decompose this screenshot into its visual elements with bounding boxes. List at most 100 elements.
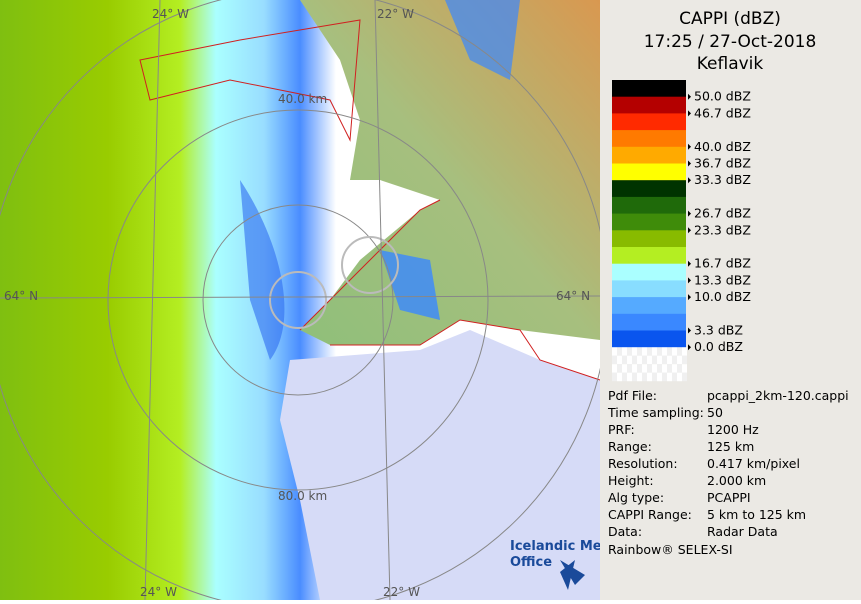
info-label: PRF: [608, 422, 635, 437]
legend-swatch [612, 280, 686, 298]
legend-swatch [622, 364, 627, 373]
legend-tick [688, 160, 691, 167]
legend-tick [688, 344, 691, 351]
legend-label: 50.0 dBZ [694, 89, 751, 104]
legend-swatch [622, 355, 627, 365]
ring-label: 40.0 km [278, 92, 327, 106]
legend-swatch [667, 347, 672, 356]
legend-swatch [617, 347, 622, 356]
legend-swatch [612, 355, 617, 365]
lon-label: 24° W [140, 585, 177, 599]
range-ring [202, 204, 394, 396]
legend-swatch [657, 372, 662, 382]
legend-label: 10.0 dBZ [694, 289, 751, 304]
legend-swatch [652, 355, 657, 365]
legend-swatch [627, 347, 632, 356]
info-value: 125 km [707, 439, 754, 454]
legend-swatch [612, 372, 617, 382]
legend-tick [688, 110, 691, 117]
legend-tick [688, 260, 691, 267]
info-label: Height: [608, 473, 654, 488]
legend-tick [688, 177, 691, 184]
legend-label: 33.3 dBZ [694, 172, 751, 187]
info-value: 50 [707, 405, 723, 420]
legend-swatch [612, 263, 686, 281]
info-value: 1200 Hz [707, 422, 759, 437]
legend-swatch [612, 213, 686, 231]
lat-label: 64° N [556, 289, 590, 303]
legend-swatch [612, 146, 686, 164]
info-value: Radar Data [707, 524, 778, 539]
info-label: Range: [608, 439, 652, 454]
legend-swatch [672, 355, 677, 365]
legend-swatch [612, 330, 686, 348]
legend-swatch [682, 355, 687, 365]
info-label: Time sampling: [607, 405, 704, 420]
time: 17:25 / 27-Oct-2018 [644, 32, 817, 52]
legend-swatch [647, 347, 652, 356]
meridian [144, 0, 161, 601]
legend-swatch [612, 313, 686, 331]
legend-swatch [612, 230, 686, 248]
info-value: pcappi_2km-120.cappi [707, 388, 849, 403]
map: 24° W 22° W 24° W 22° W 64° N 64° N 40.0… [0, 0, 609, 604]
land [300, 0, 600, 345]
legend-label: 46.7 dBZ [694, 105, 751, 120]
legend-swatch [652, 347, 657, 356]
info-label: Resolution: [608, 456, 678, 471]
legend-swatch [627, 372, 632, 382]
legend-swatch [637, 347, 642, 356]
legend-tick [688, 210, 691, 217]
legend-swatch [662, 347, 667, 356]
coastline [299, 199, 601, 381]
legend-swatch [677, 347, 682, 356]
legend-swatch [672, 372, 677, 382]
legend-swatch [612, 347, 617, 356]
legend-swatch [627, 355, 632, 365]
range-ring [107, 109, 489, 491]
info-label: Alg type: [608, 490, 664, 505]
legend-label: 3.3 dBZ [694, 323, 743, 338]
title: CAPPI (dBZ) [679, 9, 781, 29]
legend-swatch [632, 364, 637, 373]
legend-swatch [662, 355, 667, 365]
legend-swatch [662, 364, 667, 373]
legend-swatch [637, 355, 642, 365]
legend-swatch [642, 347, 647, 356]
legend-swatch [647, 355, 652, 365]
coastline [139, 19, 361, 142]
legend-tick [688, 327, 691, 334]
logo-text: Icelandic Met [510, 539, 608, 554]
info-value: 2.000 km [707, 473, 766, 488]
legend-swatch [647, 364, 652, 373]
legend-swatch [682, 372, 687, 382]
legend-swatch [677, 364, 682, 373]
echo-cell [445, 0, 520, 80]
range-ring [341, 236, 399, 294]
legend-swatch [617, 355, 622, 365]
legend-swatch [652, 364, 657, 373]
info-label: Data: [608, 524, 642, 539]
legend-swatch [612, 297, 686, 315]
no-echo-area [280, 330, 600, 600]
legend-swatch [657, 355, 662, 365]
info-label: CAPPI Range: [608, 507, 692, 522]
logo-mark [560, 560, 585, 590]
legend-label: 26.7 dBZ [694, 206, 751, 221]
legend-swatch [622, 347, 627, 356]
legend-swatch [612, 163, 686, 181]
site: Keflavik [697, 54, 764, 74]
legend-swatch [617, 364, 622, 373]
legend-swatch [622, 372, 627, 382]
footer: Rainbow® SELEX-SI [608, 542, 733, 557]
range-ring [269, 271, 327, 329]
legend-tick [688, 294, 691, 301]
legend-swatch [647, 372, 652, 382]
legend-label: 16.7 dBZ [694, 256, 751, 271]
legend-swatch [667, 372, 672, 382]
legend-tick [688, 227, 691, 234]
legend-swatch [677, 355, 682, 365]
